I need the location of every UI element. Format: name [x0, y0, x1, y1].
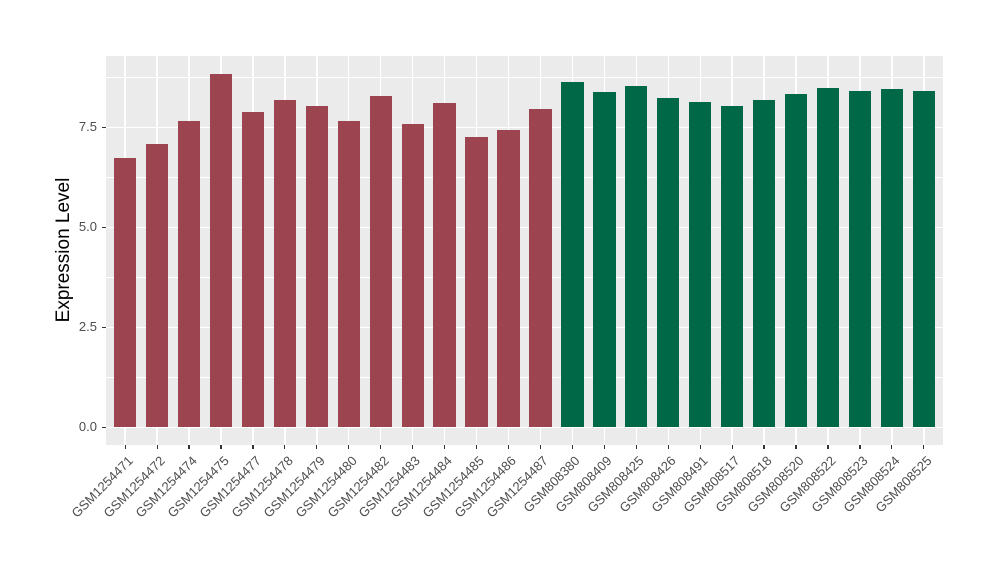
bar	[369, 96, 392, 428]
bar	[625, 86, 648, 428]
x-tick-mark	[795, 445, 797, 449]
bar	[305, 105, 329, 428]
x-tick-mark	[380, 445, 382, 449]
bar	[113, 158, 137, 428]
bar	[912, 90, 935, 428]
minor-gridline	[106, 76, 943, 78]
y-tick-mark	[102, 126, 106, 128]
bar	[689, 102, 712, 428]
x-tick-mark	[220, 445, 222, 449]
x-tick-mark	[252, 445, 254, 449]
minor-gridline	[106, 276, 943, 278]
x-tick-mark	[923, 445, 925, 449]
x-tick-mark	[731, 445, 733, 449]
bar	[177, 120, 201, 428]
y-tick-label: 7.5	[78, 119, 97, 135]
bar	[209, 73, 233, 428]
bar	[657, 98, 680, 428]
y-tick-mark	[102, 426, 106, 428]
x-tick-mark	[539, 445, 542, 449]
y-tick-label: 2.5	[78, 319, 97, 335]
bar	[497, 130, 520, 428]
x-tick-mark	[859, 445, 861, 449]
x-tick-mark	[603, 445, 605, 449]
y-tick-label: 0.0	[78, 419, 97, 435]
bar	[880, 89, 904, 428]
x-tick-mark	[156, 445, 158, 449]
x-tick-mark	[188, 445, 190, 449]
bar	[561, 82, 584, 428]
bar	[529, 108, 552, 428]
bar	[784, 94, 808, 428]
y-tick-mark	[102, 326, 106, 328]
bar	[720, 106, 744, 428]
major-gridline	[106, 226, 943, 228]
bar	[401, 123, 424, 428]
x-tick-mark	[507, 445, 510, 449]
plot-panel	[106, 56, 943, 445]
x-tick-mark	[316, 445, 318, 449]
y-axis-title: Expression Level	[53, 177, 74, 323]
bar	[337, 120, 360, 428]
x-tick-mark	[891, 445, 893, 449]
y-tick-mark	[102, 226, 106, 228]
bar	[465, 137, 488, 428]
minor-gridline	[106, 176, 943, 178]
x-tick-mark	[124, 445, 126, 449]
bar	[433, 103, 456, 428]
bar	[816, 88, 840, 428]
bar	[752, 100, 776, 428]
x-tick-mark	[635, 445, 637, 449]
major-gridline	[106, 326, 943, 329]
major-gridline	[106, 126, 943, 128]
x-tick-mark	[667, 445, 669, 449]
bar	[273, 100, 297, 428]
bar	[241, 112, 265, 428]
x-tick-mark	[444, 445, 446, 449]
bar	[848, 91, 872, 428]
y-tick-label: 5.0	[78, 219, 97, 235]
minor-gridline	[106, 377, 943, 378]
x-tick-mark	[412, 445, 414, 449]
x-tick-mark	[571, 445, 573, 449]
x-tick-mark	[348, 445, 350, 449]
x-tick-mark	[475, 445, 478, 449]
x-tick-mark	[827, 445, 829, 449]
x-tick-mark	[284, 445, 286, 449]
x-tick-mark	[763, 445, 765, 449]
major-gridline	[106, 426, 943, 429]
x-tick-mark	[699, 445, 701, 449]
bar	[593, 92, 616, 428]
bar	[145, 143, 169, 428]
